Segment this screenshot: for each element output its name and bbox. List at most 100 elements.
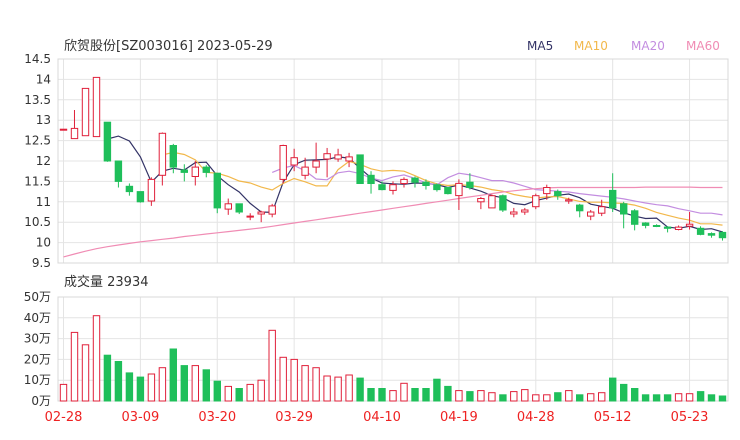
candle xyxy=(707,232,716,238)
volume-bars xyxy=(59,315,727,402)
volume-bar xyxy=(81,344,90,402)
volume-bar xyxy=(411,388,419,402)
date-axis: 02-28 03-09 03-20 03-29 04-10 04-19 04-28 05-12… xyxy=(45,410,709,425)
volume-tick-label: 10万 xyxy=(24,373,51,387)
date-tick-label: 04-19 xyxy=(440,410,478,425)
volume-bar xyxy=(543,394,551,402)
candle xyxy=(169,143,178,174)
volume-bar xyxy=(356,377,364,402)
candle xyxy=(103,121,112,162)
candle xyxy=(70,110,79,140)
candle xyxy=(609,173,617,212)
volume-tick-label: 30万 xyxy=(24,332,51,346)
ma20-line xyxy=(271,164,723,216)
volume-bar xyxy=(191,365,200,402)
candle xyxy=(455,179,463,210)
candle xyxy=(466,173,474,190)
volume-bar xyxy=(707,394,716,402)
price-tick-label: 12.5 xyxy=(24,134,51,148)
candle xyxy=(334,148,342,162)
volume-bar xyxy=(136,376,145,402)
volume-bar xyxy=(422,388,430,402)
candle xyxy=(685,212,694,230)
candle xyxy=(367,171,375,194)
candle xyxy=(378,181,386,191)
volume-bar xyxy=(235,388,243,402)
candle xyxy=(224,198,233,215)
candle xyxy=(521,207,529,215)
ma-legend: MA5 MA10 MA20 MA60 xyxy=(527,39,720,53)
volume-grid xyxy=(57,296,729,402)
volume-bar xyxy=(444,385,452,402)
volume-bar xyxy=(378,388,386,402)
volume-plot-frame xyxy=(57,296,729,402)
volume-bar xyxy=(587,393,595,402)
volume-bar xyxy=(510,391,518,402)
price-plot-frame xyxy=(57,58,729,264)
candle xyxy=(246,213,254,221)
volume-tick-label: 20万 xyxy=(24,352,51,366)
candle xyxy=(136,191,145,203)
legend-ma60: MA60 xyxy=(686,39,720,53)
volume-title: 成交量 23934 xyxy=(64,274,149,290)
candle xyxy=(543,184,551,200)
chart-title: 欣贺股份[SZ003016] 2023-05-29 xyxy=(64,39,273,54)
volume-bar xyxy=(488,392,496,402)
candle xyxy=(554,189,562,200)
volume-bar xyxy=(169,348,178,402)
volume-bar xyxy=(499,394,507,402)
legend-ma10: MA10 xyxy=(574,39,608,53)
price-tick-label: 11 xyxy=(36,195,51,209)
volume-tick-label: 40万 xyxy=(24,311,51,325)
candle xyxy=(620,201,628,229)
volume-bar xyxy=(565,390,573,402)
candle xyxy=(114,160,123,188)
candle xyxy=(674,225,683,231)
candle xyxy=(213,172,222,214)
volume-bar xyxy=(400,382,408,402)
candle xyxy=(400,177,408,188)
volume-bar xyxy=(685,393,694,402)
candle xyxy=(488,194,496,209)
candle xyxy=(301,157,309,180)
volume-bar xyxy=(202,369,211,402)
candle xyxy=(345,152,353,168)
candle xyxy=(81,87,90,137)
candle xyxy=(598,199,606,217)
volume-bar xyxy=(103,354,112,402)
candle xyxy=(323,147,331,178)
candle xyxy=(499,194,507,212)
volume-bar xyxy=(213,380,222,402)
volume-bar xyxy=(389,390,397,402)
volume-bar xyxy=(345,374,353,402)
date-tick-label: 05-12 xyxy=(594,410,632,425)
volume-bar xyxy=(312,367,320,402)
price-tick-label: 10 xyxy=(36,236,51,250)
ma10-line xyxy=(162,151,723,226)
candle xyxy=(180,164,189,182)
candle xyxy=(158,132,167,186)
volume-bar xyxy=(598,392,606,402)
candle xyxy=(92,76,101,138)
volume-bar xyxy=(92,315,101,402)
candle xyxy=(290,148,298,172)
price-tick-label: 12 xyxy=(36,154,51,168)
candle xyxy=(510,207,518,218)
candle xyxy=(433,183,441,192)
date-tick-label: 02-28 xyxy=(45,410,83,425)
candle xyxy=(587,209,595,221)
date-tick-label: 03-09 xyxy=(121,410,159,425)
volume-bar xyxy=(663,394,672,402)
volume-tick-label: 50万 xyxy=(24,290,51,304)
candle xyxy=(411,176,419,188)
candle xyxy=(312,142,320,174)
candle xyxy=(641,222,650,229)
volume-bar xyxy=(631,388,639,402)
candle xyxy=(477,196,485,210)
volume-bar xyxy=(576,394,584,402)
volume-bar xyxy=(59,383,68,402)
candle xyxy=(147,177,156,206)
volume-bar xyxy=(268,329,276,402)
volume-bar xyxy=(301,365,309,402)
